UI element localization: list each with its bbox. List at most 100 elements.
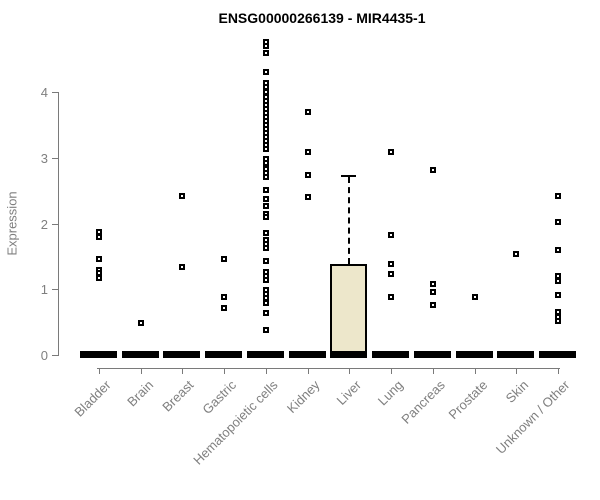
data-point <box>179 264 185 270</box>
data-point <box>555 292 561 298</box>
y-axis-tick <box>52 158 58 159</box>
collapsed-box-bar <box>80 351 117 358</box>
x-axis-tick <box>349 368 350 374</box>
data-point <box>263 230 269 236</box>
data-point <box>472 294 478 300</box>
collapsed-box-bar <box>330 351 367 358</box>
y-tick-label: 2 <box>40 217 48 232</box>
whisker-cap <box>341 175 356 177</box>
data-point <box>555 219 561 225</box>
data-point <box>263 174 269 180</box>
data-point <box>263 277 269 283</box>
data-point <box>305 109 311 115</box>
data-point <box>555 193 561 199</box>
data-point <box>263 245 269 251</box>
data-point <box>430 167 436 173</box>
data-point <box>555 318 561 324</box>
category-label: Unknown / Other <box>493 377 573 457</box>
x-axis-tick <box>308 368 309 374</box>
category-label: Lung <box>374 377 406 409</box>
data-point <box>263 214 269 220</box>
data-point <box>430 302 436 308</box>
data-point <box>221 305 227 311</box>
x-axis-tick <box>99 368 100 374</box>
y-axis-title: Expression <box>4 191 20 256</box>
data-point <box>430 289 436 295</box>
data-point <box>263 300 269 306</box>
data-point <box>138 320 144 326</box>
category-label: Liver <box>333 377 364 408</box>
data-point <box>305 194 311 200</box>
y-tick-label: 0 <box>40 348 48 363</box>
data-point <box>179 193 185 199</box>
chart-title: ENSG00000266139 - MIR4435-1 <box>218 10 426 26</box>
data-point <box>263 187 269 193</box>
category-label: Skin <box>502 377 531 406</box>
data-point <box>388 261 394 267</box>
data-point <box>221 256 227 262</box>
y-tick-label: 4 <box>40 85 48 100</box>
collapsed-box-bar <box>456 351 493 358</box>
data-point <box>388 294 394 300</box>
collapsed-box-bar <box>414 351 451 358</box>
data-point <box>263 203 269 209</box>
data-point <box>263 160 269 166</box>
data-point <box>388 271 394 277</box>
y-axis-tick <box>52 289 58 290</box>
x-axis-tick <box>433 368 434 374</box>
category-label: Brain <box>123 377 156 410</box>
category-label: Prostate <box>445 377 490 423</box>
data-point <box>305 172 311 178</box>
x-axis-tick <box>558 368 559 374</box>
category-label: Gastric <box>199 377 239 418</box>
data-point <box>263 69 269 75</box>
x-axis-tick <box>475 368 476 374</box>
collapsed-box-bar <box>163 351 200 358</box>
data-point <box>555 278 561 284</box>
data-point <box>388 149 394 155</box>
data-point <box>263 196 269 202</box>
box-liver <box>330 264 367 354</box>
data-point <box>263 258 269 264</box>
data-point <box>263 43 269 49</box>
data-point <box>263 146 269 152</box>
x-axis-tick <box>141 368 142 374</box>
y-axis-tick <box>52 92 58 93</box>
x-axis-tick <box>391 368 392 374</box>
collapsed-box-bar <box>372 351 409 358</box>
data-point <box>221 294 227 300</box>
collapsed-box-bar <box>247 351 284 358</box>
y-axis-line <box>58 92 59 356</box>
data-point <box>96 234 102 240</box>
data-point <box>263 310 269 316</box>
collapsed-box-bar <box>289 351 326 358</box>
category-label: Hematopoietic cells <box>190 377 281 468</box>
collapsed-box-bar <box>122 351 159 358</box>
data-point <box>96 256 102 262</box>
x-axis-tick <box>182 368 183 374</box>
category-label: Pancreas <box>398 377 448 427</box>
y-tick-label: 1 <box>40 282 48 297</box>
data-point <box>263 50 269 56</box>
x-axis-tick <box>516 368 517 374</box>
collapsed-box-bar <box>497 351 534 358</box>
category-label: Kidney <box>284 377 323 417</box>
y-tick-label: 3 <box>40 151 48 166</box>
y-axis-tick <box>52 224 58 225</box>
data-point <box>96 275 102 281</box>
y-axis-tick <box>52 355 58 356</box>
data-point <box>513 251 519 257</box>
data-point <box>555 247 561 253</box>
category-label: Bladder <box>71 377 114 420</box>
x-axis-line <box>97 368 560 369</box>
collapsed-box-bar <box>539 351 576 358</box>
collapsed-box-bar <box>205 351 242 358</box>
category-label: Breast <box>159 377 197 415</box>
data-point <box>305 149 311 155</box>
x-axis-tick <box>266 368 267 374</box>
whisker-line <box>348 177 350 264</box>
x-axis-tick <box>224 368 225 374</box>
data-point <box>430 281 436 287</box>
data-point <box>388 232 394 238</box>
